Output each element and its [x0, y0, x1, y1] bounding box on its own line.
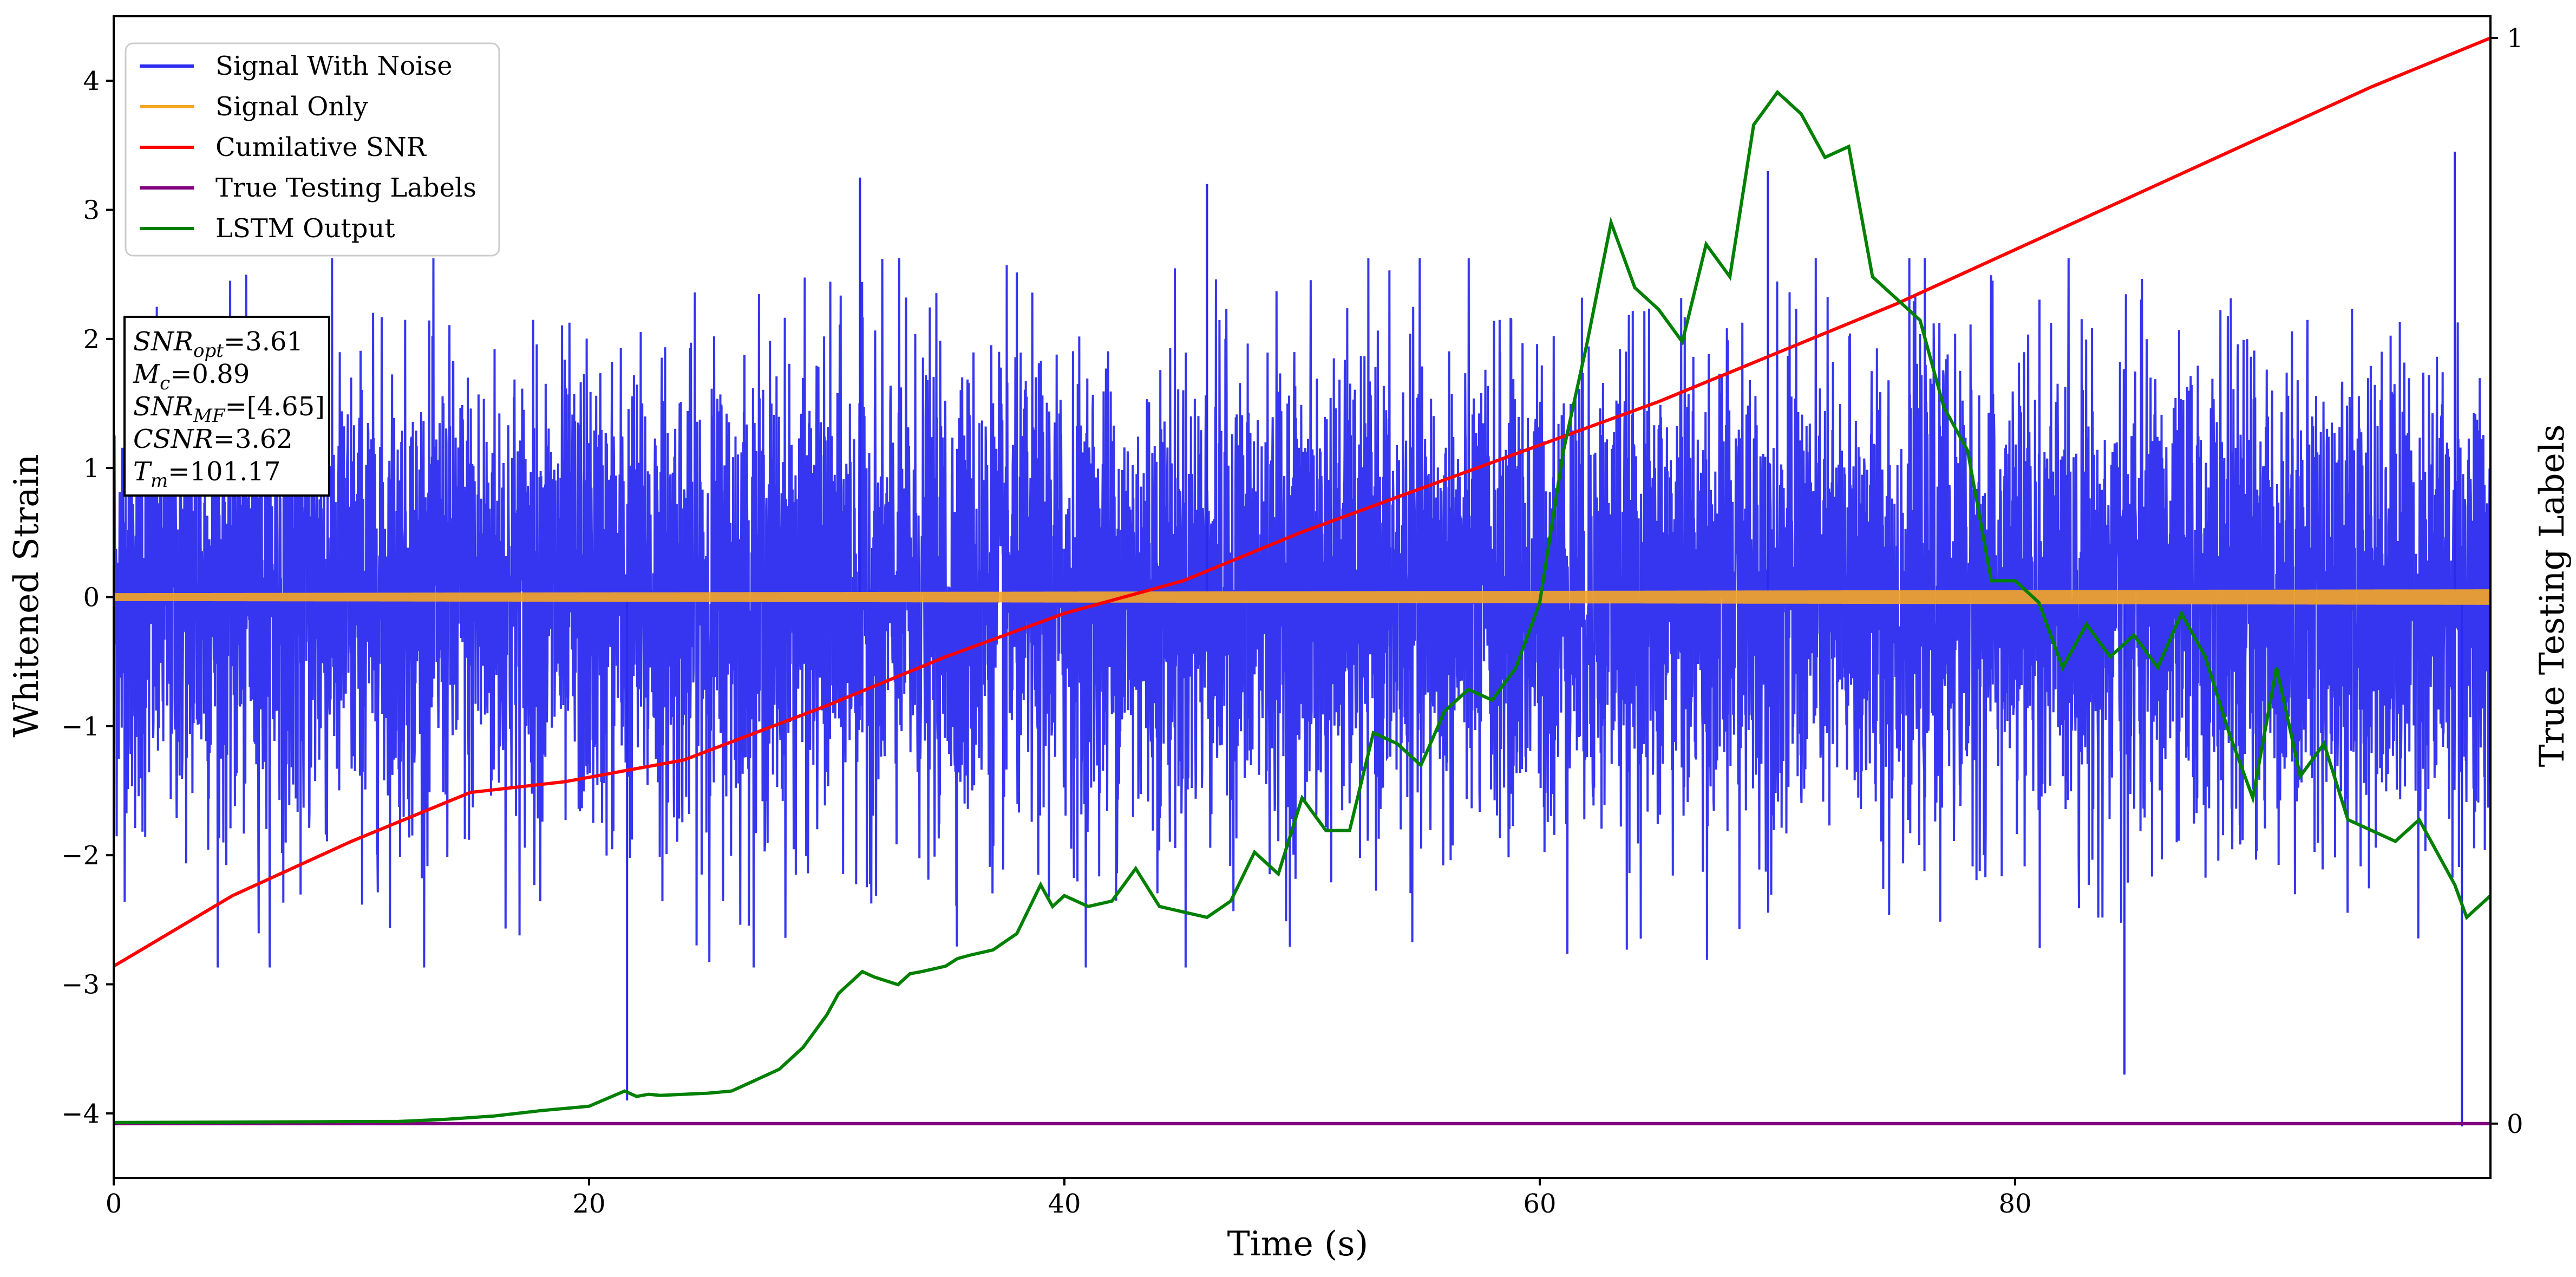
- x-tick-label: 40: [1048, 1189, 1081, 1219]
- y2-axis-label: True Testing Labels: [2532, 425, 2572, 767]
- x-tick-label: 80: [1998, 1189, 2031, 1219]
- x-tick-label: 0: [106, 1189, 122, 1219]
- series-lstm-output: [114, 89, 2490, 1124]
- stats-box: SNRopt=3.61Mc=0.89SNRMF=[4.65]CSNR=3.62T…: [123, 316, 330, 497]
- series-cumilative-snr: [114, 36, 2490, 968]
- y-tick-label: 4: [83, 66, 100, 96]
- stats-line: SNRopt=3.61: [133, 327, 303, 362]
- legend: Signal With Noise Signal Only Cumilative S…: [125, 42, 500, 257]
- y-tick-label: −4: [61, 1099, 100, 1129]
- y-tick-label: −1: [61, 712, 100, 742]
- y-tick-label: 3: [83, 196, 100, 226]
- plot-area: [114, 36, 2490, 1126]
- stats-line: Mc=0.89: [133, 359, 250, 394]
- y-tick-label: 2: [83, 324, 100, 355]
- y-tick-label: −3: [61, 970, 100, 1000]
- y-tick-label: 0: [83, 583, 100, 613]
- y-axis-left: −4 −3 −2 −1 0 1 2 3 4: [61, 66, 114, 1129]
- legend-label: Cumilative SNR: [215, 132, 427, 162]
- stats-line: SNRMF=[4.65]: [133, 392, 325, 427]
- legend-label: Signal With Noise: [215, 51, 453, 81]
- legend-label: True Testing Labels: [215, 173, 476, 203]
- stats-box-frame: [123, 316, 330, 497]
- x-axis-label: Time (s): [1227, 1224, 1369, 1263]
- y-tick-label: −2: [61, 841, 100, 871]
- stats-line: Tm=101.17: [133, 457, 280, 492]
- series-signal-with-noise-peaks: [626, 152, 2463, 1126]
- y-axis-right: 01: [2490, 23, 2523, 1139]
- x-axis: 0 20 40 60 80: [106, 1178, 2032, 1219]
- y2-tick-label: 0: [2507, 1109, 2523, 1139]
- x-tick-label: 20: [572, 1189, 605, 1219]
- stats-line: CSNR=3.62: [133, 424, 293, 454]
- y2-tick-label: 1: [2507, 23, 2523, 54]
- legend-box: [125, 42, 500, 257]
- series-signal-only: [114, 589, 2490, 605]
- y-axis-label: Whitened Strain: [6, 454, 46, 737]
- legend-label: Signal Only: [215, 92, 368, 122]
- legend-label: LSTM Output: [215, 213, 395, 244]
- y-tick-label: 1: [83, 453, 100, 484]
- x-tick-label: 60: [1523, 1189, 1556, 1219]
